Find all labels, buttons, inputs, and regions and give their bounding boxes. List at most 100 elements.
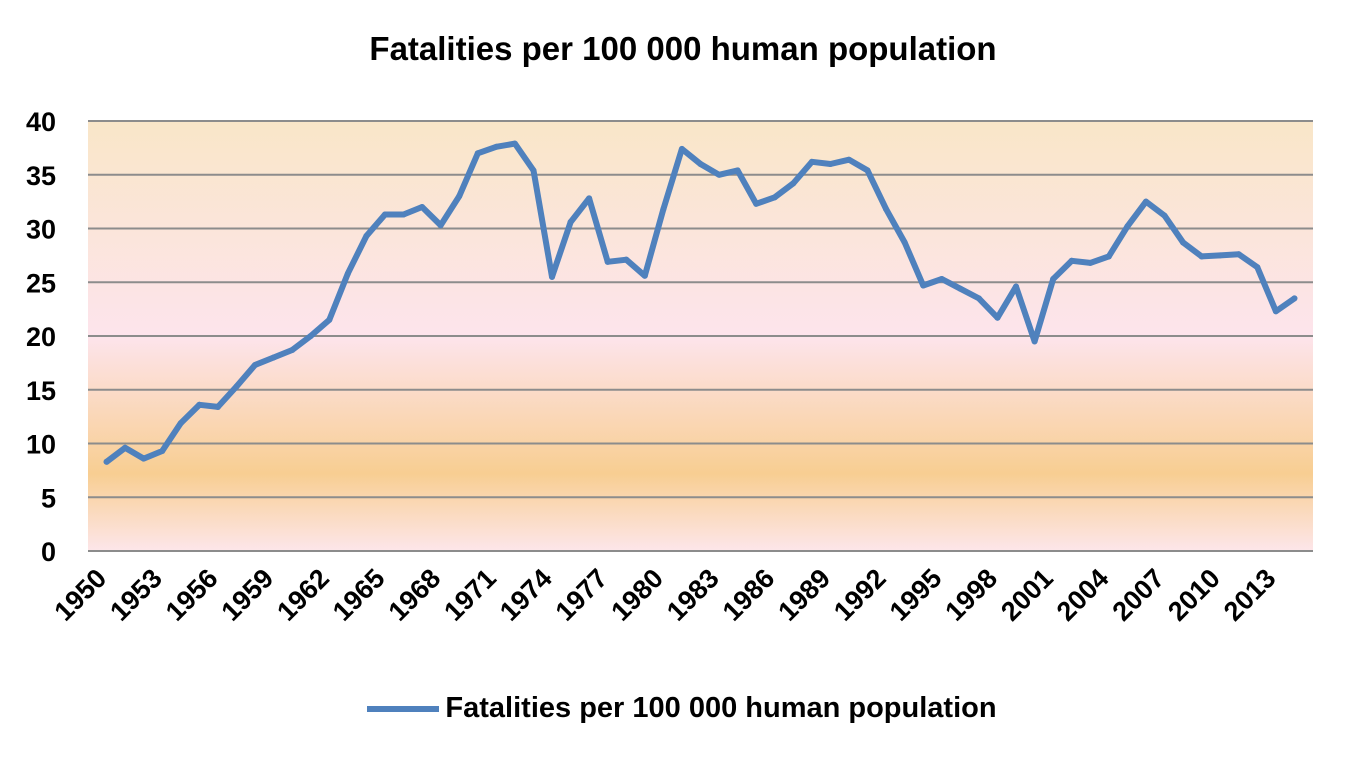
data-point (1254, 264, 1261, 271)
data-point (400, 211, 407, 218)
x-tick-label: 1968 (383, 563, 447, 627)
data-point (103, 458, 110, 465)
legend-label: Fatalities per 100 000 human population (445, 692, 997, 724)
data-point (957, 285, 964, 292)
x-tick-label: 1962 (271, 563, 335, 627)
x-tick-label: 2010 (1162, 563, 1226, 627)
data-point (363, 233, 370, 240)
data-point (1087, 259, 1094, 266)
y-tick-label: 30 (26, 215, 56, 245)
data-point (753, 200, 760, 207)
x-tick-label: 2001 (995, 563, 1059, 627)
data-point (159, 448, 166, 455)
data-point (1180, 239, 1187, 246)
data-point (511, 140, 518, 147)
data-point (344, 270, 351, 277)
data-point (177, 420, 184, 427)
data-point (567, 219, 574, 226)
gridlines (88, 120, 1313, 552)
data-point (493, 143, 500, 150)
data-point (845, 156, 852, 163)
x-tick-label: 2004 (1051, 563, 1115, 627)
data-point (1198, 253, 1205, 260)
data-point (1142, 198, 1149, 205)
data-point (381, 211, 388, 218)
data-point (660, 206, 667, 213)
data-point (586, 195, 593, 202)
y-tick-label: 15 (26, 376, 56, 406)
data-point (641, 272, 648, 279)
data-point (827, 161, 834, 167)
data-point (326, 316, 333, 323)
chart-title: Fatalities per 100 000 human population (369, 30, 997, 67)
x-tick-label: 1971 (438, 563, 502, 627)
data-point (530, 167, 537, 174)
data-point (697, 161, 704, 167)
data-point (307, 333, 314, 339)
data-point (901, 239, 908, 246)
data-point (1068, 257, 1075, 264)
data-point (864, 167, 871, 174)
y-tick-label: 20 (26, 322, 56, 352)
data-point (1124, 223, 1131, 230)
y-tick-label: 5 (41, 483, 56, 513)
data-point (196, 401, 203, 408)
x-tick-label: 1998 (939, 563, 1003, 627)
x-axis: 1950195319561959196219651968197119741977… (49, 563, 1282, 627)
y-tick-label: 10 (26, 430, 56, 460)
x-tick-label: 1983 (661, 563, 725, 627)
data-point (938, 276, 945, 283)
data-point (1105, 253, 1112, 260)
legend-swatch (367, 705, 440, 712)
x-tick-label: 1965 (327, 563, 391, 627)
x-tick-label: 1977 (550, 563, 614, 627)
x-tick-label: 1953 (104, 563, 168, 627)
data-point (1013, 283, 1020, 290)
data-point (1291, 295, 1298, 302)
data-point (474, 150, 481, 157)
x-tick-label: 1950 (49, 563, 113, 627)
y-tick-label: 40 (26, 107, 56, 137)
data-point (1161, 212, 1168, 219)
x-tick-label: 1959 (216, 563, 280, 627)
data-point (140, 455, 147, 462)
data-point (437, 222, 444, 229)
x-tick-label: 1992 (828, 563, 892, 627)
data-point (214, 403, 221, 410)
x-tick-label: 1986 (717, 563, 781, 627)
x-tick-label: 1980 (605, 563, 669, 627)
data-point (289, 346, 296, 353)
data-point (1050, 276, 1057, 283)
data-point (419, 204, 426, 210)
data-point (1217, 252, 1224, 259)
data-point (604, 258, 611, 265)
data-point (678, 145, 685, 152)
data-point (771, 194, 778, 201)
data-point (716, 171, 723, 178)
legend: Fatalities per 100 000 human population (0, 692, 1366, 725)
x-tick-label: 2007 (1107, 563, 1171, 627)
y-tick-label: 0 (41, 537, 56, 567)
data-point (920, 282, 927, 289)
data-point (883, 206, 890, 213)
data-point (1235, 251, 1242, 258)
data-point (1272, 308, 1279, 315)
data-point (549, 273, 556, 280)
data-point (994, 314, 1001, 321)
data-point (233, 383, 240, 390)
data-point (456, 193, 463, 200)
x-tick-label: 2013 (1218, 563, 1282, 627)
data-point (734, 167, 741, 174)
x-tick-label: 1974 (494, 563, 558, 627)
x-tick-label: 1989 (772, 563, 836, 627)
data-point (1031, 338, 1038, 345)
data-point (975, 295, 982, 302)
data-point (252, 362, 259, 369)
y-tick-label: 25 (26, 268, 56, 298)
x-tick-label: 1956 (160, 563, 224, 627)
x-tick-label: 1995 (884, 563, 948, 627)
series-layer (103, 140, 1298, 465)
y-axis: 0 5 10 15 20 25 30 35 40 (26, 107, 56, 567)
data-point (270, 354, 277, 361)
data-point (808, 158, 815, 165)
